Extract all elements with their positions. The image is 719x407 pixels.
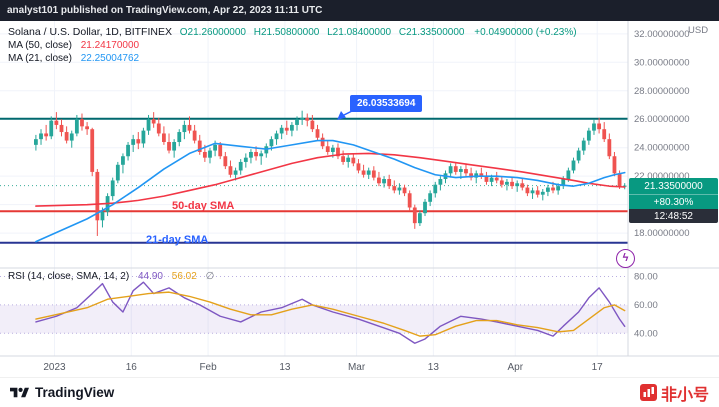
price-change: +0.04900000 (+0.23%) xyxy=(474,27,577,38)
candlestick-series xyxy=(34,110,627,236)
rsi-line xyxy=(35,281,626,344)
svg-text:2023: 2023 xyxy=(43,362,66,373)
lightning-icon[interactable]: ϟ xyxy=(616,249,635,268)
ohlc-close: C21.33500000 xyxy=(398,27,465,38)
svg-text:32.00000000: 32.00000000 xyxy=(634,29,689,40)
ohlc-low: L21.08400000 xyxy=(327,27,392,38)
callout-arrowhead xyxy=(337,111,346,120)
svg-text:13: 13 xyxy=(279,362,291,373)
publish-text: analyst101 published on TradingView.com,… xyxy=(7,5,323,16)
rsi-value: 44.90 xyxy=(137,271,163,282)
last-price: 21.33500000 xyxy=(629,178,718,194)
ma21-line xyxy=(35,139,626,243)
svg-text:26.00000000: 26.00000000 xyxy=(634,114,689,125)
chart-area: 18.0000000020.0000000022.0000000024.0000… xyxy=(0,21,719,377)
rsi-empty-symbol: ∅ xyxy=(205,271,215,282)
svg-text:24.00000000: 24.00000000 xyxy=(634,143,689,154)
svg-text:60.00: 60.00 xyxy=(634,300,658,311)
svg-text:28.00000000: 28.00000000 xyxy=(634,86,689,97)
watermark-text: 非小号 xyxy=(660,386,709,404)
chart-canvas[interactable]: 18.0000000020.0000000022.0000000024.0000… xyxy=(0,21,719,377)
svg-text:40.00: 40.00 xyxy=(634,328,658,339)
ma50-value: 21.24170000 xyxy=(80,40,140,51)
rsi-ma-value: 56.02 xyxy=(171,271,197,282)
svg-text:16: 16 xyxy=(126,362,138,373)
sma21-annotation: 21-day SMA xyxy=(146,234,209,246)
callout-value: 26.03533694 xyxy=(357,98,416,109)
tradingview-brand[interactable]: TradingView xyxy=(10,385,114,401)
svg-text:Mar: Mar xyxy=(348,362,366,373)
rsi-legend[interactable]: RSI (14, close, SMA, 14, 2) 44.90 56.02 … xyxy=(8,271,214,282)
symbol-legend[interactable]: Solana / U.S. Dollar, 1D, BITFINEX O21.2… xyxy=(8,26,577,38)
ohlc-high: H21.50800000 xyxy=(253,27,320,38)
ma50-line xyxy=(35,152,626,207)
ma21-label: MA (21, close) xyxy=(8,53,72,64)
last-price-badge[interactable]: 21.33500000 +80.30% 12:48:52 xyxy=(629,178,718,223)
svg-text:22.00000000: 22.00000000 xyxy=(634,171,689,182)
watermark: 非小号 xyxy=(639,381,709,405)
ma21-value: 22.25004762 xyxy=(80,53,140,64)
svg-text:18.00000000: 18.00000000 xyxy=(634,228,689,239)
brand-text: TradingView xyxy=(35,385,115,400)
bar-countdown: 12:48:52 xyxy=(629,209,718,223)
svg-text:13: 13 xyxy=(428,362,440,373)
svg-text:Apr: Apr xyxy=(507,362,523,373)
ohlc-open: O21.26000000 xyxy=(179,27,246,38)
symbol-title[interactable]: Solana / U.S. Dollar, 1D, BITFINEX xyxy=(8,26,172,38)
ma21-legend[interactable]: MA (21, close) 22.25004762 xyxy=(8,53,139,64)
axis-currency-label: USD xyxy=(688,25,709,36)
price-level-callout[interactable]: 26.03533694 xyxy=(350,95,423,112)
ma50-label: MA (50, close) xyxy=(8,40,72,51)
sma50-annotation: 50-day SMA xyxy=(172,200,235,212)
watermark-logo-icon xyxy=(639,384,657,401)
rsi-ma-line xyxy=(35,291,626,337)
tradingview-logo-icon xyxy=(10,387,29,397)
svg-text:Feb: Feb xyxy=(199,362,217,373)
publish-bar: analyst101 published on TradingView.com,… xyxy=(0,0,719,21)
svg-text:30.00000000: 30.00000000 xyxy=(634,57,689,68)
svg-text:17: 17 xyxy=(592,362,604,373)
footer-bar: TradingView 非小号 xyxy=(0,377,719,407)
price-percent: +80.30% xyxy=(629,194,718,209)
rsi-band xyxy=(0,276,628,334)
svg-text:80.00: 80.00 xyxy=(634,272,658,283)
ma50-legend[interactable]: MA (50, close) 21.24170000 xyxy=(8,40,139,51)
rsi-label: RSI (14, close, SMA, 14, 2) xyxy=(8,271,130,282)
